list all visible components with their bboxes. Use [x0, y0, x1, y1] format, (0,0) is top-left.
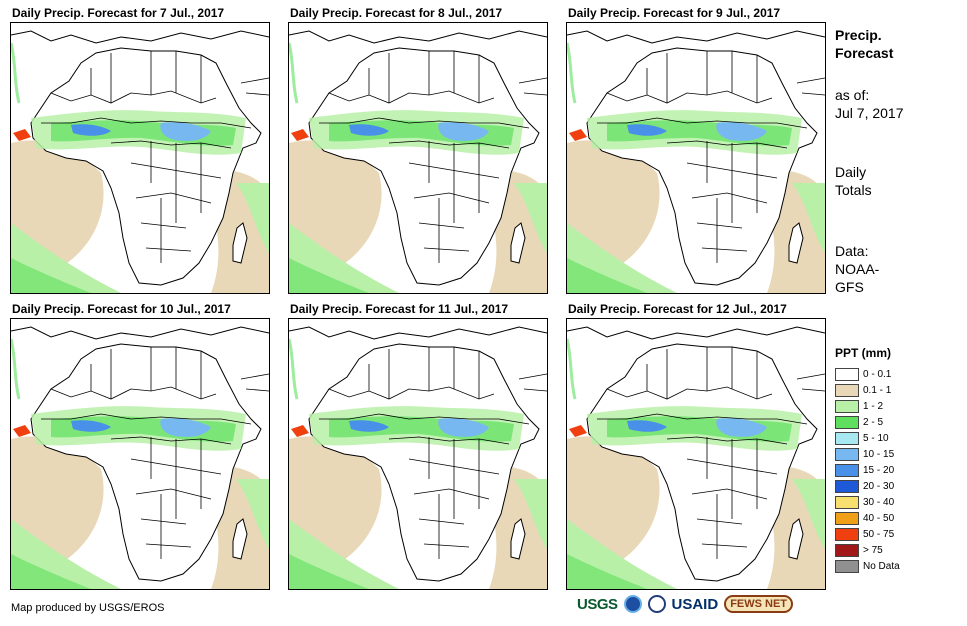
noaa-logo-icon	[623, 595, 642, 613]
usgs-logo: USGS	[577, 595, 618, 613]
legend-swatch	[835, 367, 859, 381]
africa-precip-map	[567, 319, 825, 589]
panel-title: Daily Precip. Forecast for 11 Jul., 2017	[290, 302, 509, 316]
legend-label: 50 - 75	[863, 528, 895, 540]
usaid-logo: USAID	[671, 595, 719, 613]
legend-swatch	[835, 383, 859, 397]
forecast-map	[288, 22, 548, 294]
legend-swatch	[835, 511, 859, 525]
legend-label: 10 - 15	[863, 448, 895, 460]
sidebar-totals: Daily Totals	[835, 163, 872, 199]
legend-label: 2 - 5	[863, 416, 884, 428]
forecast-panel-6: Daily Precip. Forecast for 12 Jul., 2017	[566, 302, 826, 592]
totals-line-1: Daily	[835, 164, 867, 180]
forecast-panel-5: Daily Precip. Forecast for 11 Jul., 2017	[288, 302, 548, 592]
legend-label: 20 - 30	[863, 480, 895, 492]
totals-line-2: Totals	[835, 182, 872, 198]
legend-item: 0 - 0.1	[835, 366, 900, 382]
panel-title: Daily Precip. Forecast for 10 Jul., 2017	[12, 302, 231, 316]
panel-title: Daily Precip. Forecast for 8 Jul., 2017	[290, 6, 503, 20]
heading-line-1: Precip.	[835, 27, 882, 43]
legend-item: 0.1 - 1	[835, 382, 900, 398]
legend-swatch	[835, 431, 859, 445]
forecast-map	[10, 22, 270, 294]
legend-swatch	[835, 527, 859, 541]
legend-swatch	[835, 495, 859, 509]
data-line-1: Data:	[835, 243, 869, 259]
legend-swatch	[835, 399, 859, 413]
africa-precip-map	[289, 319, 547, 589]
heading-line-2: Forecast	[835, 45, 894, 61]
legend-item: 20 - 30	[835, 478, 900, 494]
sidebar-heading: Precip. Forecast	[835, 26, 893, 62]
legend-swatch	[835, 559, 859, 573]
legend-item: > 75	[835, 542, 900, 558]
legend-swatch	[835, 447, 859, 461]
legend-swatch	[835, 415, 859, 429]
legend-item: 15 - 20	[835, 462, 900, 478]
legend-label: No Data	[863, 560, 900, 572]
forecast-panel-4: Daily Precip. Forecast for 10 Jul., 2017	[10, 302, 270, 592]
legend-item: 10 - 15	[835, 446, 900, 462]
data-line-2: NOAA-	[835, 261, 880, 277]
legend-item: 5 - 10	[835, 430, 900, 446]
sidebar-asof: as of: Jul 7, 2017	[835, 86, 904, 122]
panel-title: Daily Precip. Forecast for 12 Jul., 2017	[568, 302, 787, 316]
legend-swatch	[835, 479, 859, 493]
asof-label: as of:	[835, 87, 870, 103]
legend-label: 5 - 10	[863, 432, 889, 444]
legend-item: 1 - 2	[835, 398, 900, 414]
africa-precip-map	[289, 23, 547, 293]
sidebar-data-source: Data: NOAA- GFS	[835, 242, 879, 296]
legend-item: 2 - 5	[835, 414, 900, 430]
africa-precip-map	[11, 23, 269, 293]
legend-item: 40 - 50	[835, 510, 900, 526]
fews-net-logo: FEWS NET	[724, 595, 794, 613]
panel-title: Daily Precip. Forecast for 7 Jul., 2017	[12, 6, 225, 20]
agency-logos: USGS USAID FEWS NET	[577, 595, 794, 613]
data-line-3: GFS	[835, 279, 864, 295]
africa-precip-map	[11, 319, 269, 589]
legend-title: PPT (mm)	[835, 346, 892, 360]
forecast-panel-3: Daily Precip. Forecast for 9 Jul., 2017	[566, 6, 826, 296]
legend-swatch	[835, 463, 859, 477]
legend-label: 0 - 0.1	[863, 368, 892, 380]
legend-item: No Data	[835, 558, 900, 574]
legend-label: > 75	[863, 544, 883, 556]
legend-label: 30 - 40	[863, 496, 895, 508]
state-dept-seal-icon	[647, 595, 666, 613]
forecast-panel-2: Daily Precip. Forecast for 8 Jul., 2017	[288, 6, 548, 296]
asof-date: Jul 7, 2017	[835, 105, 904, 121]
legend-label: 15 - 20	[863, 464, 895, 476]
panel-title: Daily Precip. Forecast for 9 Jul., 2017	[568, 6, 781, 20]
legend-label: 1 - 2	[863, 400, 884, 412]
forecast-map	[10, 318, 270, 590]
forecast-map	[566, 318, 826, 590]
forecast-map	[566, 22, 826, 294]
map-credit: Map produced by USGS/EROS	[11, 602, 165, 614]
legend-label: 0.1 - 1	[863, 384, 892, 396]
forecast-map	[288, 318, 548, 590]
africa-precip-map	[567, 23, 825, 293]
legend-label: 40 - 50	[863, 512, 895, 524]
legend-item: 50 - 75	[835, 526, 900, 542]
legend-swatch	[835, 543, 859, 557]
forecast-panel-1: Daily Precip. Forecast for 7 Jul., 2017	[10, 6, 270, 296]
legend-item: 30 - 40	[835, 494, 900, 510]
legend: 0 - 0.1 0.1 - 1 1 - 2 2 - 5 5 - 10 10 - 15 15 …	[835, 366, 900, 574]
